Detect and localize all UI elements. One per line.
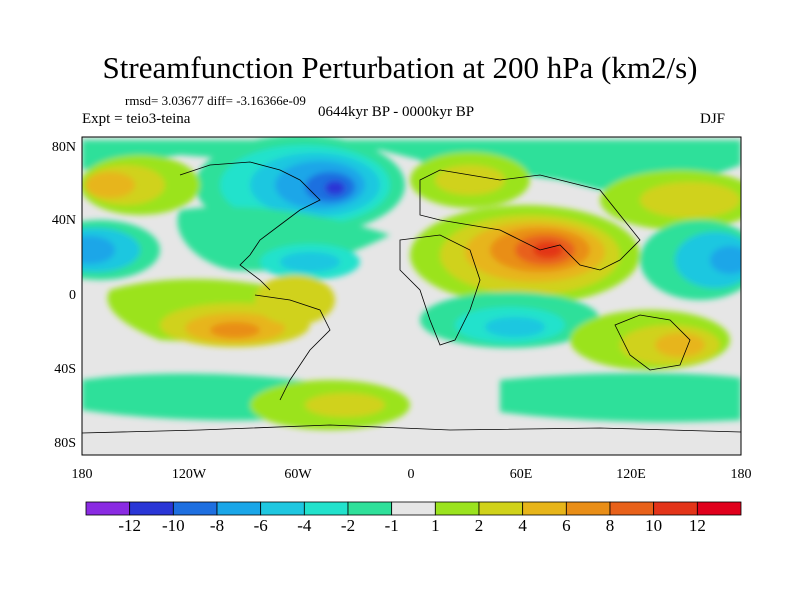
colorbar-swatch	[85, 501, 131, 516]
colorbar-label: 4	[518, 516, 527, 535]
colorbar-label: 8	[605, 516, 615, 535]
lon-label-0: 0	[407, 467, 415, 482]
coastlines	[82, 161, 741, 434]
colorbar-swatch	[434, 501, 480, 516]
period-label: 0644kyr BP - 0000kyr BP	[318, 104, 475, 120]
lat-label-80n: 80N	[51, 140, 76, 155]
colorbar-swatch	[260, 501, 305, 516]
colorbar-swatch	[347, 501, 393, 516]
map-title: Streamfunction Perturbation at 200 hPa (…	[102, 50, 698, 85]
colorbar-label: -8	[209, 516, 225, 535]
lat-label-40n: 40N	[51, 213, 76, 228]
rmsd-stats: rmsd= 3.03677 diff= -3.16366e-09	[125, 93, 306, 108]
colorbar-label: -10	[161, 516, 185, 535]
colorbar-swatch	[522, 501, 567, 516]
season-label: DJF	[700, 111, 726, 127]
colorbar-swatch	[172, 501, 218, 516]
map-frame	[81, 136, 742, 456]
colorbar-label: -6	[253, 516, 268, 535]
lon-label-180w: 180	[71, 467, 93, 482]
colorbar-label: 12	[688, 516, 706, 535]
colorbar-label: -4	[297, 516, 312, 535]
lon-label-60e: 60E	[509, 467, 533, 482]
lat-label-40s: 40S	[54, 362, 76, 377]
lon-label-60w: 60W	[284, 467, 312, 482]
colorbar-swatch	[478, 501, 524, 516]
colorbar-label: 2	[474, 516, 484, 535]
colorbar-swatch	[565, 501, 611, 516]
lon-label-120w: 120W	[171, 467, 207, 482]
contour-field	[82, 137, 741, 455]
colorbar-swatch	[303, 501, 349, 516]
colorbar-swatch	[391, 501, 436, 516]
experiment-label: Expt = teio3-teina	[82, 111, 191, 127]
colorbar-label: -2	[340, 516, 356, 535]
colorbar-swatch	[609, 501, 655, 516]
colorbar-label: 10	[645, 516, 663, 535]
colorbar-label: -1	[384, 516, 399, 535]
colorbar	[85, 501, 742, 516]
colorbar-label: -12	[118, 516, 141, 535]
lat-label-80s: 80S	[54, 436, 76, 451]
lat-label-0: 0	[69, 288, 76, 303]
colorbar-label: 1	[431, 516, 440, 535]
lon-label-180e: 180	[730, 467, 752, 482]
colorbar-label: 6	[562, 516, 571, 535]
colorbar-swatch	[696, 501, 742, 516]
colorbar-swatch	[216, 501, 262, 516]
lon-label-120e: 120E	[616, 467, 646, 482]
colorbar-swatch	[653, 501, 698, 516]
colorbar-swatch	[129, 501, 174, 516]
